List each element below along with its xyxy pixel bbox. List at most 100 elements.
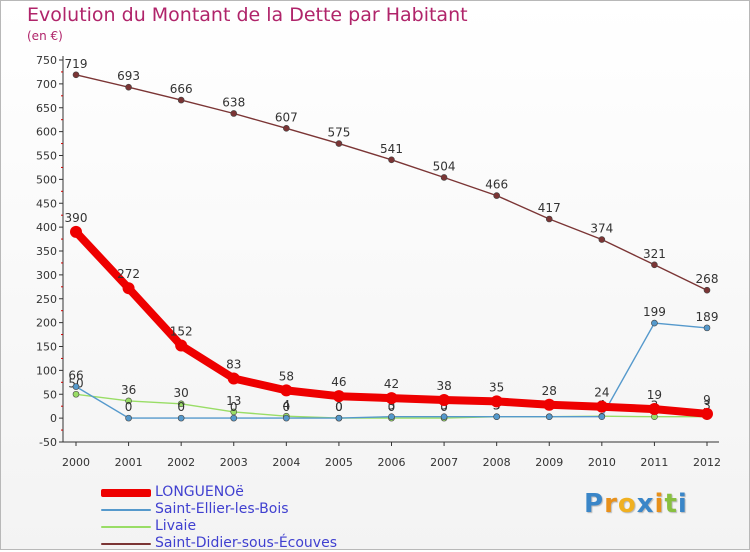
logo-letter: i bbox=[654, 489, 665, 519]
data-label: 541 bbox=[380, 142, 403, 156]
data-label: 390 bbox=[65, 211, 88, 225]
data-point bbox=[703, 286, 711, 294]
data-point bbox=[493, 413, 500, 420]
data-point bbox=[545, 413, 553, 420]
data-label: 189 bbox=[696, 310, 719, 324]
data-label: 0 bbox=[230, 400, 238, 414]
line-chart: -500501001502002503003504004505005506006… bbox=[36, 54, 721, 469]
data-point bbox=[72, 390, 80, 398]
data-label: 268 bbox=[696, 272, 719, 286]
data-point bbox=[72, 71, 80, 79]
data-label: 83 bbox=[226, 357, 241, 371]
data-point bbox=[598, 413, 606, 420]
data-point bbox=[598, 236, 606, 243]
data-label: 3 bbox=[388, 399, 396, 413]
data-point bbox=[70, 225, 82, 238]
data-label: 30 bbox=[174, 386, 189, 400]
data-label: 272 bbox=[117, 267, 140, 281]
x-tick-label: 2009 bbox=[535, 456, 563, 469]
x-tick-label: 2012 bbox=[693, 456, 721, 469]
data-point bbox=[283, 124, 290, 132]
y-tick-label: 350 bbox=[36, 245, 57, 258]
logo-letter: x bbox=[636, 489, 655, 519]
data-label: 466 bbox=[485, 178, 508, 192]
logo-letter: P bbox=[584, 489, 605, 519]
data-label: 50 bbox=[68, 376, 83, 390]
data-point bbox=[332, 390, 345, 403]
data-point bbox=[335, 414, 343, 422]
data-label: 58 bbox=[279, 369, 294, 383]
data-point bbox=[490, 395, 503, 408]
y-tick-label: 200 bbox=[36, 317, 57, 330]
data-label: 38 bbox=[436, 379, 451, 393]
data-point bbox=[230, 110, 238, 117]
y-tick-label: 450 bbox=[36, 197, 57, 210]
data-point bbox=[440, 174, 448, 181]
legend-label: Saint-Didier-sous-Écouves bbox=[155, 535, 337, 551]
data-label: 9 bbox=[703, 393, 711, 407]
data-label: 0 bbox=[125, 400, 133, 414]
legend-swatch bbox=[101, 525, 151, 528]
data-point bbox=[177, 414, 185, 422]
data-point bbox=[388, 413, 395, 420]
data-point bbox=[545, 215, 553, 223]
logo-letter: i bbox=[677, 489, 688, 519]
logo-letter: r bbox=[604, 489, 618, 519]
y-tick-label: 300 bbox=[36, 269, 57, 282]
x-tick-label: 2002 bbox=[167, 456, 195, 469]
legend-swatch bbox=[101, 488, 151, 497]
data-label: 607 bbox=[275, 110, 298, 124]
y-tick-label: 400 bbox=[36, 221, 57, 234]
x-tick-label: 2010 bbox=[588, 456, 616, 469]
legend-label: Livaie bbox=[155, 518, 197, 534]
y-tick-label: 600 bbox=[36, 126, 57, 139]
legend-swatch bbox=[101, 508, 151, 511]
x-tick-label: 2003 bbox=[220, 456, 248, 469]
data-point bbox=[125, 397, 132, 405]
data-label: 19 bbox=[647, 388, 662, 402]
data-label: 666 bbox=[170, 82, 193, 96]
data-label: 199 bbox=[643, 305, 666, 319]
data-point bbox=[388, 156, 395, 164]
data-label: 0 bbox=[388, 400, 396, 414]
data-label: 0 bbox=[283, 400, 291, 414]
x-tick-label: 2011 bbox=[640, 456, 668, 469]
data-point bbox=[440, 413, 448, 420]
data-point bbox=[648, 403, 661, 416]
y-tick-label: 150 bbox=[36, 341, 57, 354]
y-tick-label: 550 bbox=[36, 150, 57, 163]
data-point bbox=[177, 96, 185, 104]
data-label: 36 bbox=[121, 383, 136, 397]
data-label: 28 bbox=[542, 384, 557, 398]
x-tick-label: 2004 bbox=[272, 456, 300, 469]
legend-swatch bbox=[101, 542, 151, 545]
data-label: 417 bbox=[538, 201, 561, 215]
data-point bbox=[335, 140, 343, 147]
x-tick-label: 2007 bbox=[430, 456, 458, 469]
data-point bbox=[493, 192, 500, 199]
x-tick-label: 2000 bbox=[62, 456, 90, 469]
data-label: 13 bbox=[226, 394, 241, 408]
data-label: 24 bbox=[594, 386, 609, 400]
data-label: 0 bbox=[335, 400, 343, 414]
x-tick-label: 2006 bbox=[378, 456, 406, 469]
chart-unit-label: (en €) bbox=[27, 29, 63, 43]
y-tick-label: 700 bbox=[36, 78, 57, 91]
data-point bbox=[227, 372, 240, 385]
data-point bbox=[175, 339, 188, 352]
data-point bbox=[283, 414, 290, 422]
data-label: 42 bbox=[384, 377, 399, 391]
data-label: 3 bbox=[703, 399, 711, 413]
data-label: 575 bbox=[327, 126, 350, 140]
y-tick-label: 100 bbox=[36, 364, 57, 377]
data-point bbox=[177, 400, 185, 408]
data-point bbox=[125, 83, 132, 91]
y-tick-label: 0 bbox=[50, 412, 57, 425]
data-label: 0 bbox=[335, 400, 343, 414]
logo-letter: o bbox=[617, 489, 637, 519]
chart-title: Evolution du Montant de la Dette par Hab… bbox=[27, 4, 468, 26]
data-point bbox=[438, 393, 451, 406]
data-point bbox=[543, 398, 556, 411]
data-point bbox=[651, 261, 658, 269]
